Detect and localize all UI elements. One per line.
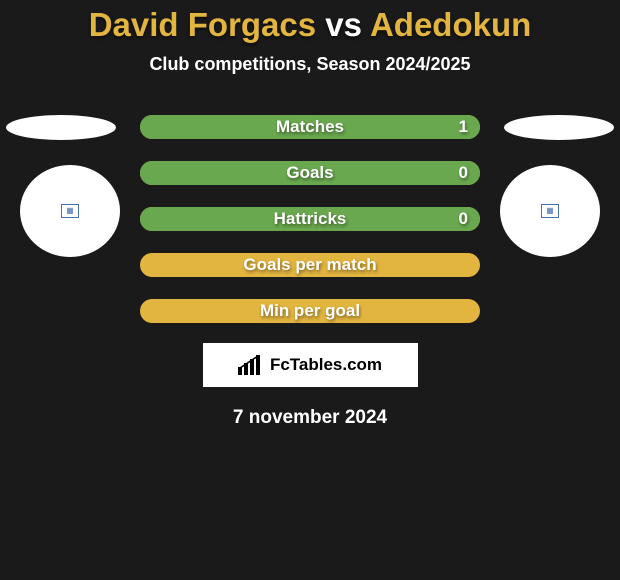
page-title: David Forgacs vs Adedokun (0, 0, 620, 44)
stat-row: Matches 1 (140, 115, 480, 139)
stat-row: Goals per match (140, 253, 480, 277)
title-player1: David Forgacs (89, 6, 316, 43)
image-placeholder-icon: ▦ (546, 207, 554, 215)
title-player2: Adedokun (370, 6, 531, 43)
stat-label: Matches (140, 117, 480, 137)
content-area: ▦ ▦ Matches 1 Goals 0 Hattricks 0 Goals … (0, 115, 620, 429)
player1-avatar: ▦ (20, 165, 120, 257)
subtitle: Club competitions, Season 2024/2025 (0, 54, 620, 75)
stat-row: Min per goal (140, 299, 480, 323)
stat-row: Hattricks 0 (140, 207, 480, 231)
stat-label: Goals (140, 163, 480, 183)
chart-icon (238, 355, 264, 375)
player2-avatar: ▦ (500, 165, 600, 257)
source-logo: FcTables.com (203, 343, 418, 387)
stat-label: Hattricks (140, 209, 480, 229)
date-text: 7 november 2024 (0, 407, 620, 429)
placeholder-icon: ▦ (61, 204, 79, 218)
logo-text: FcTables.com (270, 355, 382, 375)
stat-value: 0 (459, 209, 468, 229)
stat-label: Goals per match (140, 255, 480, 275)
stat-row: Goals 0 (140, 161, 480, 185)
image-placeholder-icon: ▦ (66, 207, 74, 215)
stat-bars: Matches 1 Goals 0 Hattricks 0 Goals per … (140, 115, 480, 323)
player2-flag-oval (504, 115, 614, 140)
stat-value: 1 (459, 117, 468, 137)
player1-flag-oval (6, 115, 116, 140)
stat-label: Min per goal (140, 301, 480, 321)
title-vs: vs (325, 6, 362, 43)
stat-value: 0 (459, 163, 468, 183)
placeholder-icon: ▦ (541, 204, 559, 218)
